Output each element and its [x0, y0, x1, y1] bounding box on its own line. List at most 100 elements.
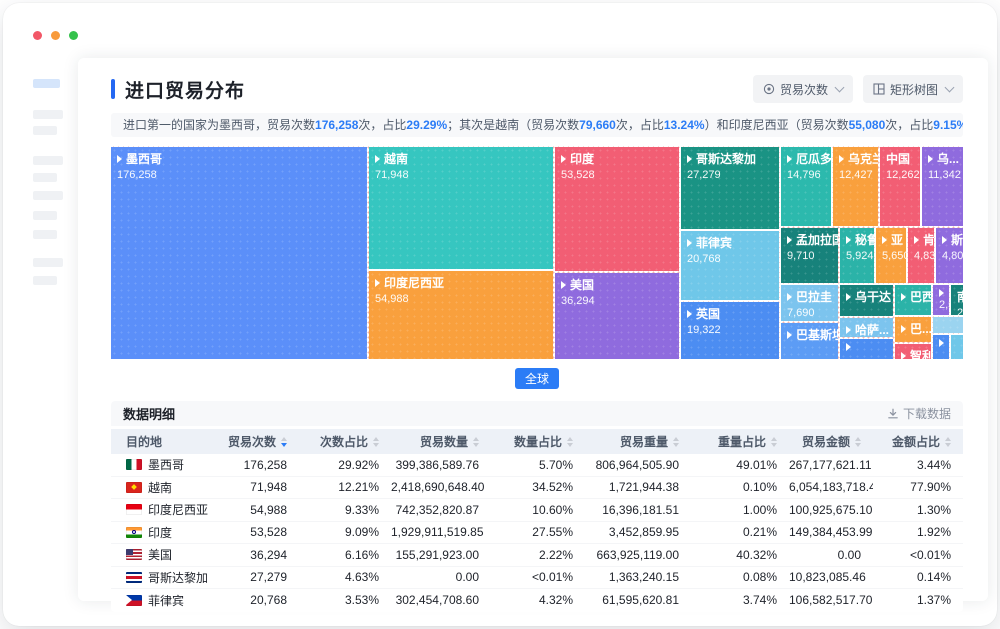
treemap-node-label: 肯: [914, 232, 934, 248]
treemap-node[interactable]: [840, 339, 893, 359]
column-header-3[interactable]: 次数占比: [299, 429, 391, 454]
column-header-6[interactable]: 贸易重量: [585, 429, 691, 454]
treemap-node-巴拉圭[interactable]: 巴拉圭 7,690: [781, 285, 838, 321]
treemap-node-label: 巴拉圭: [787, 289, 832, 305]
value-cell: 149,384,453.99: [789, 525, 873, 540]
window-controls: [33, 31, 78, 40]
sidebar-item[interactable]: [33, 110, 63, 119]
sort-asc-icon: [567, 436, 573, 441]
treemap-node-label: 中国: [886, 152, 911, 166]
drilldown-arrow-icon: [787, 236, 792, 244]
treemap-node-巴西[interactable]: 巴西: [895, 285, 931, 315]
column-header-4[interactable]: 贸易数量: [391, 429, 491, 454]
sort-desc-icon: [373, 442, 379, 447]
treemap-node-哈萨...[interactable]: 哈萨...: [840, 318, 893, 337]
chart-type-select-button[interactable]: 矩形树图: [862, 75, 963, 103]
drilldown-arrow-icon: [846, 326, 851, 334]
value-cell: 176,258: [243, 457, 287, 472]
value-cell: 5.70%: [538, 457, 573, 472]
column-header-5[interactable]: 数量占比: [491, 429, 585, 454]
value-cell: 0.00: [455, 570, 479, 585]
metric-select-button[interactable]: 贸易次数: [752, 75, 853, 103]
drilldown-arrow-icon: [901, 293, 906, 301]
destination-cell: 印度尼西亚: [111, 501, 223, 518]
value-cell: 155,291,923.00: [395, 547, 479, 562]
sort-carets-icon: [567, 436, 573, 447]
maximize-button[interactable]: [69, 31, 78, 40]
drilldown-arrow-icon: [787, 155, 792, 163]
treemap-node-中国[interactable]: 中国 12,262: [880, 147, 920, 226]
treemap-node-印度[interactable]: 印度 53,528: [555, 147, 679, 271]
drilldown-arrow-icon: [839, 155, 844, 163]
close-button[interactable]: [33, 31, 42, 40]
treemap-node-智利[interactable]: 智利: [895, 344, 931, 359]
table-row: 越南 71,948 12.21% 2,418,690,648.40 34.52% 1,72…: [111, 477, 963, 499]
treemap-node-哥斯达黎加[interactable]: 哥斯达黎加 27,279: [681, 147, 779, 229]
sidebar-item[interactable]: [33, 191, 63, 200]
treemap-node-印度尼西亚[interactable]: 印度尼西亚 54,988: [369, 271, 553, 359]
sidebar-item[interactable]: [33, 126, 57, 135]
treemap-node-孟加拉国[interactable]: 孟加拉国 9,710: [781, 228, 838, 283]
treemap-node-秘鲁[interactable]: 秘鲁 5,924: [840, 228, 874, 283]
drilldown-arrow-icon: [846, 236, 851, 244]
panel-title: 数据明细: [123, 407, 176, 422]
drilldown-arrow-icon: [687, 310, 692, 318]
treemap-node-label: 哈萨...: [846, 322, 889, 337]
drilldown-arrow-icon: [939, 289, 944, 297]
sidebar-item[interactable]: [33, 276, 57, 285]
treemap-node[interactable]: [933, 335, 949, 359]
sort-carets-icon: [673, 436, 679, 447]
drilldown-arrow-icon: [687, 155, 692, 163]
treemap-node-巴...[interactable]: 巴...: [895, 317, 931, 342]
treemap-icon: [873, 83, 885, 95]
treemap-node-肯[interactable]: 肯 4,836: [908, 228, 934, 283]
sort-asc-icon: [473, 436, 479, 441]
value-cell: 36,294: [250, 547, 287, 562]
treemap-node-墨西哥[interactable]: 墨西哥 176,258: [111, 147, 367, 359]
treemap-node-乌干达[interactable]: 乌干达: [840, 285, 893, 316]
value-cell: 29.92%: [338, 457, 379, 472]
treemap-node-南[interactable]: 南2,2: [951, 285, 963, 315]
treemap-node-label: 巴基斯坦: [787, 327, 838, 343]
sidebar-item[interactable]: [33, 211, 57, 220]
treemap-node-value: 5,650: [882, 250, 906, 262]
global-scope-button[interactable]: 全球: [514, 368, 559, 389]
summary-text: ；其次是越南（贸易次数: [447, 118, 580, 132]
treemap-node-label: 印度尼西亚: [375, 275, 547, 291]
value-cell: 27,279: [250, 570, 287, 585]
treemap-node-label: 越南: [375, 151, 547, 167]
sidebar-item[interactable]: [33, 173, 57, 182]
treemap-chart: 墨西哥 176,258 越南 71,948 印度尼西亚 54,988 印度 53,528 美国 3…: [111, 145, 963, 361]
value-cell: 100,925,675.10: [789, 502, 873, 517]
sidebar-item[interactable]: [33, 258, 63, 267]
treemap-node[interactable]: 2,5: [933, 285, 949, 315]
treemap-node[interactable]: [933, 317, 963, 333]
drilldown-arrow-icon: [787, 331, 792, 339]
treemap-node-厄瓜多尔[interactable]: 厄瓜多尔 14,796: [781, 147, 831, 226]
column-header-9[interactable]: 金额占比: [873, 429, 963, 454]
treemap-node-英国[interactable]: 英国 19,322: [681, 302, 779, 359]
sidebar-item[interactable]: [33, 156, 63, 165]
treemap-node-乌...[interactable]: 乌... 11,342: [922, 147, 963, 226]
treemap-node[interactable]: [951, 335, 963, 359]
value-cell: 9.09%: [344, 525, 379, 540]
column-header-2[interactable]: 贸易次数: [223, 429, 299, 454]
minimize-button[interactable]: [51, 31, 60, 40]
drilldown-arrow-icon: [846, 293, 851, 301]
download-data-button[interactable]: 下载数据: [887, 405, 951, 422]
treemap-node-巴基斯坦[interactable]: 巴基斯坦: [781, 323, 838, 359]
treemap-node-亚[interactable]: 亚 5,650: [876, 228, 906, 283]
treemap-node-美国[interactable]: 美国 36,294: [555, 273, 679, 359]
value-cell: 0.14%: [916, 570, 951, 585]
drilldown-arrow-icon: [561, 281, 566, 289]
column-header-7[interactable]: 重量占比: [691, 429, 789, 454]
sidebar-item[interactable]: [33, 79, 60, 88]
treemap-node-斯[interactable]: 斯 4,804: [936, 228, 963, 283]
value-cell: 61,595,620.81: [602, 593, 679, 608]
treemap-node-越南[interactable]: 越南 71,948: [369, 147, 553, 269]
sidebar-item[interactable]: [33, 230, 57, 239]
column-header-8[interactable]: 贸易金额: [789, 429, 873, 454]
treemap-node-乌克兰[interactable]: 乌克兰 12,427: [833, 147, 878, 226]
treemap-node-菲律宾[interactable]: 菲律宾 20,768: [681, 231, 779, 300]
summary-highlight-value: 176,258: [315, 118, 359, 132]
